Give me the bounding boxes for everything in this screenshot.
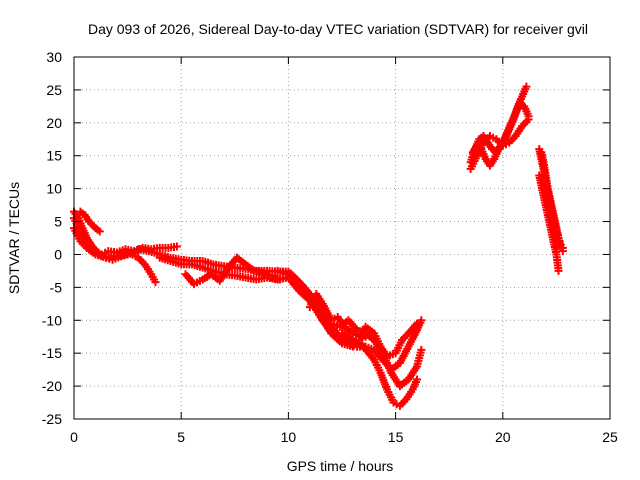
x-axis-label: GPS time / hours (287, 458, 394, 474)
y-tick-label: -20 (42, 378, 62, 394)
y-tick-label: -15 (42, 345, 62, 361)
data-series (305, 289, 422, 361)
data-point (95, 227, 104, 236)
data-point (558, 247, 567, 256)
y-tick-label: 5 (54, 214, 62, 230)
data-point (275, 275, 284, 284)
x-tick-label: 0 (70, 429, 78, 445)
data-series (338, 329, 422, 410)
data-point (554, 266, 563, 275)
x-tick-label: 10 (281, 429, 297, 445)
y-tick-label: 10 (46, 181, 62, 197)
y-axis-label: SDTVAR / TECUs (6, 182, 22, 294)
data-point (151, 278, 160, 287)
y-tick-label: 20 (46, 115, 62, 131)
data-series (537, 148, 567, 256)
data-point (172, 242, 181, 251)
plot-frame (73, 56, 611, 420)
data-point (417, 345, 426, 354)
y-tick-label: -5 (50, 279, 63, 295)
y-tick-label: 25 (46, 82, 62, 98)
y-tick-label: -25 (42, 411, 62, 427)
y-tick-label: 0 (54, 246, 62, 262)
chart-title: Day 093 of 2026, Sidereal Day-to-day VTE… (88, 21, 588, 37)
y-tick-label: 15 (46, 148, 62, 164)
data-point (413, 319, 422, 328)
data-series (466, 115, 533, 173)
data-point (524, 115, 533, 124)
data-point (417, 316, 426, 325)
data-series (76, 207, 104, 236)
y-tick-label: 30 (46, 49, 62, 65)
x-tick-label: 15 (388, 429, 404, 445)
y-tick-label: -10 (42, 312, 62, 328)
x-tick-label: 5 (177, 429, 185, 445)
x-tick-label: 25 (602, 429, 618, 445)
axis-ticks: 0 5 10 15 20 25 -25 -20 -15 -10 -5 0 5 10 15 20 25 30 (42, 49, 618, 445)
grid-lines (74, 57, 610, 419)
data-points (70, 82, 567, 410)
x-tick-label: 20 (495, 429, 511, 445)
data-series (181, 253, 284, 289)
data-point (413, 375, 422, 384)
data-point (522, 82, 531, 91)
